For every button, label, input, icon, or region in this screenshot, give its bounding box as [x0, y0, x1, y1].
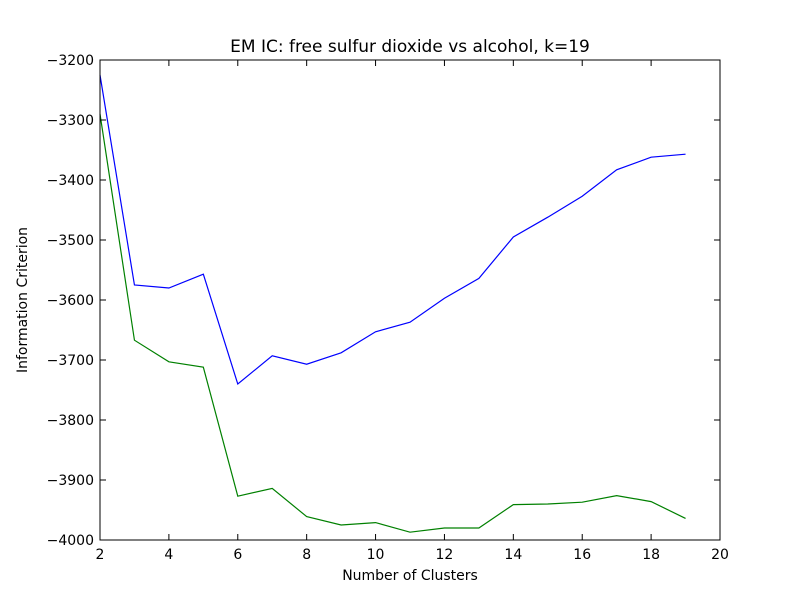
y-tick-label: −3900 — [47, 473, 94, 489]
x-tick-label: 18 — [642, 547, 660, 563]
chart-title: EM IC: free sulfur dioxide vs alcohol, k… — [230, 37, 590, 57]
y-tick-label: −3800 — [47, 413, 94, 429]
y-tick-label: −3500 — [47, 233, 94, 249]
y-tick-label: −3600 — [47, 293, 94, 309]
x-axis-title: Number of Clusters — [342, 568, 478, 584]
x-tick-label: 12 — [436, 547, 454, 563]
x-tick-label: 14 — [504, 547, 522, 563]
plot-frame — [99, 59, 721, 541]
y-tick-label: −3300 — [47, 113, 94, 129]
series-line-green — [99, 113, 686, 533]
y-tick-label: −4000 — [47, 533, 94, 549]
ticks-layer: 2 4 6 8 10 12 14 16 18 20 −4000 −3900 −3800 −3700 −360… — [47, 53, 729, 563]
y-tick-label: −3700 — [47, 353, 94, 369]
y-axis-title: Information Criterion — [15, 227, 31, 373]
x-tick-label: 6 — [233, 547, 242, 563]
x-tick-label: 4 — [164, 547, 173, 563]
y-tick-label: −3200 — [47, 53, 94, 69]
series-layer — [99, 74, 686, 533]
x-tick-label: 8 — [302, 547, 311, 563]
x-tick-label: 16 — [573, 547, 591, 563]
x-tick-label: 20 — [711, 547, 729, 563]
series-line-blue — [99, 74, 686, 386]
y-tick-label: −3400 — [47, 173, 94, 189]
x-tick-label: 10 — [367, 547, 385, 563]
x-tick-label: 2 — [96, 547, 105, 563]
